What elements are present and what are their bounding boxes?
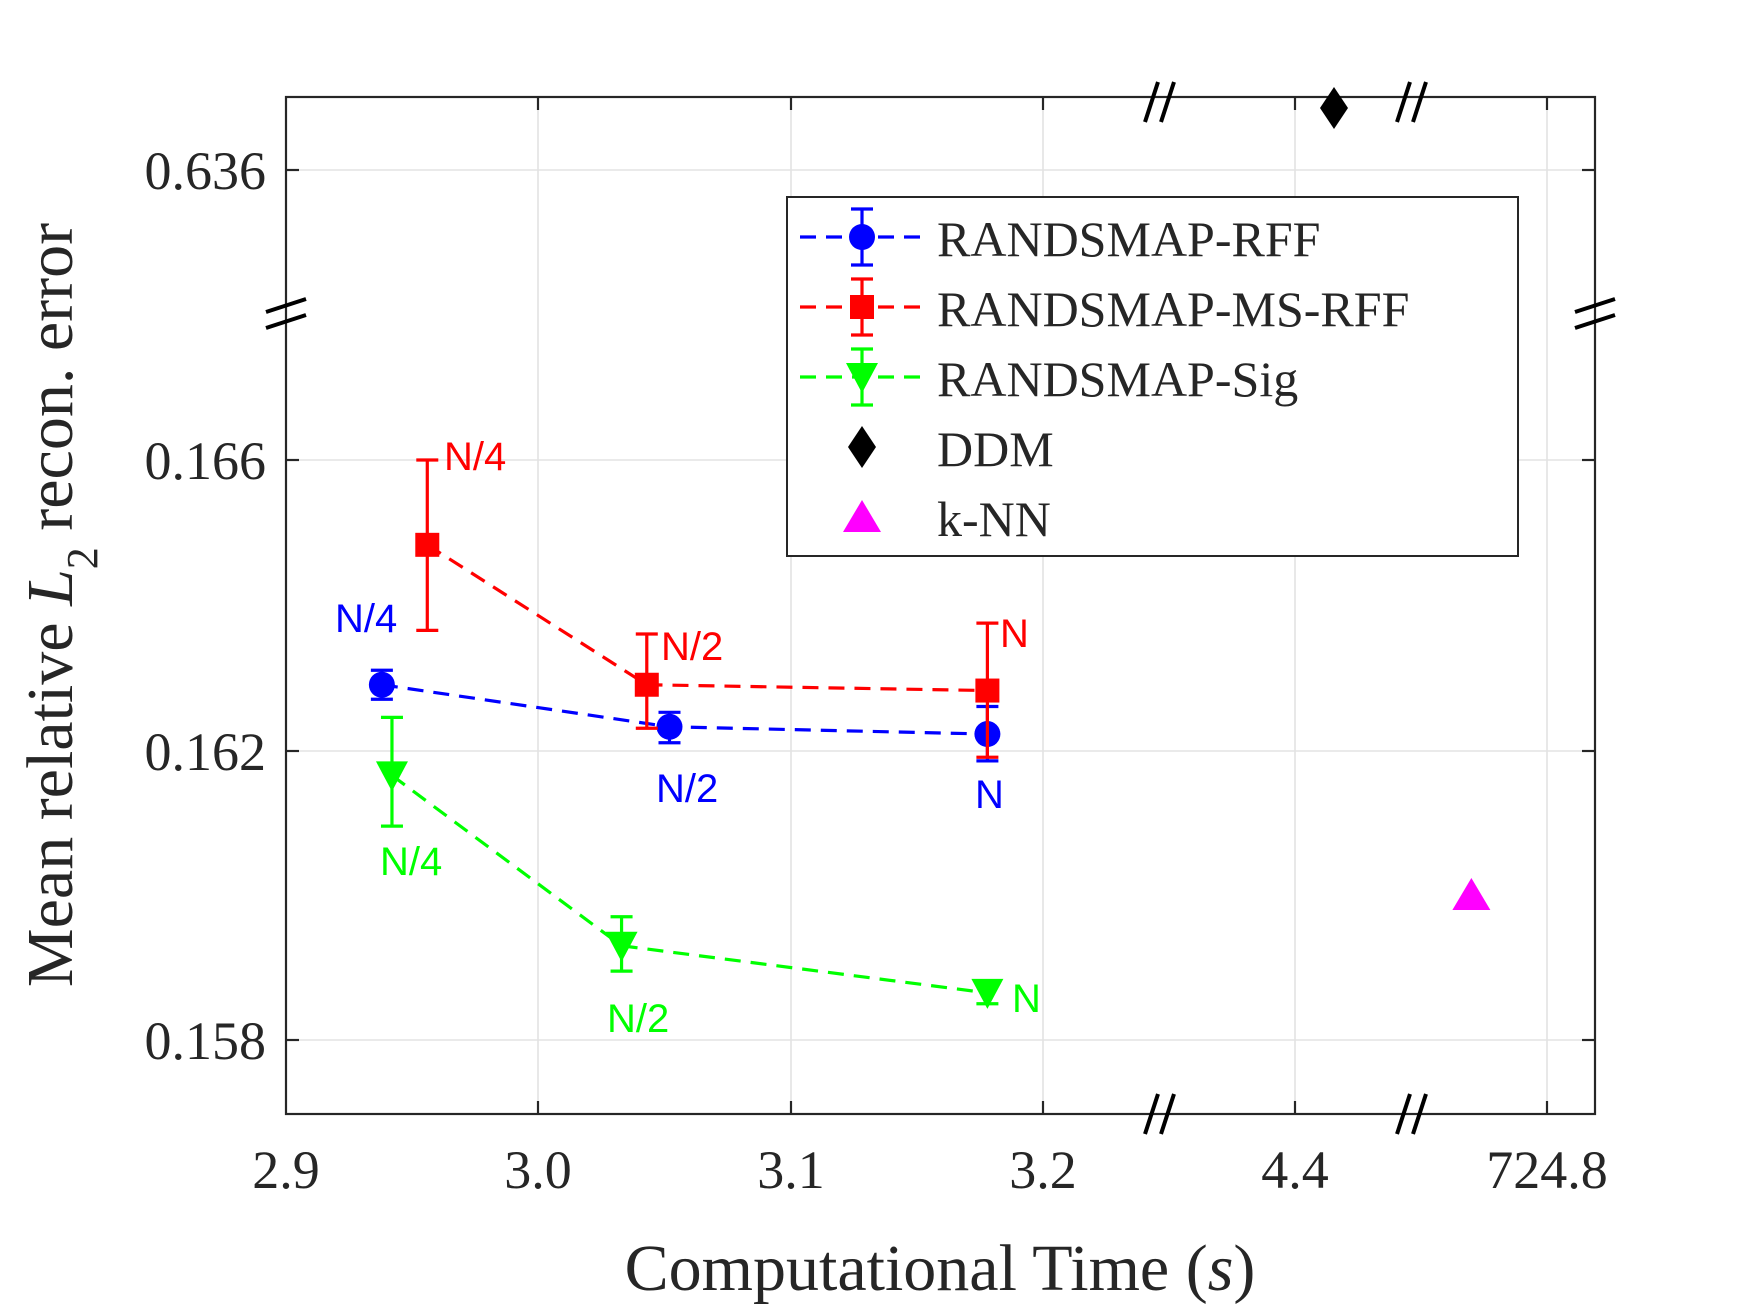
legend-glyph-msrff (800, 277, 925, 337)
legend-label-sig: RANDSMAP-Sig (937, 351, 1298, 407)
x-axis-title: Computational Time (s) (625, 1232, 1256, 1305)
x-tick-label: 2.9 (252, 1140, 320, 1200)
x-tick-label: 3.1 (757, 1140, 825, 1200)
annotation-rff-2: N (975, 773, 1004, 817)
y-break-mark-left (265, 297, 307, 330)
points-layer (1320, 87, 1491, 910)
axis-break-markers (265, 81, 1616, 1135)
y-axis-title-post: recon. error (14, 223, 87, 547)
x-tick-labels: 2.9 3.0 3.1 3.2 4.4 724.8 (252, 1140, 1608, 1200)
point-annotations: N/4 N/2 N N/4 N/2 N N/4 N/2 N (335, 435, 1041, 1041)
legend: RANDSMAP-RFF RANDSMAP-MS-RFF RANDSMAP-Si… (786, 196, 1519, 557)
legend-label-msrff: RANDSMAP-MS-RFF (937, 281, 1409, 337)
marker-sig-2 (971, 978, 1004, 1009)
annotation-sig-2: N (1012, 977, 1041, 1021)
legend-glyph-rff (800, 207, 925, 267)
y-axis-title: Mean relative L2 recon. error (14, 223, 107, 987)
x-tick-label: 3.0 (504, 1140, 572, 1200)
marker-k-nn (1452, 878, 1491, 910)
y-tick-labels: 0.158 0.162 0.166 0.636 (145, 141, 267, 1071)
series-layer (368, 458, 1004, 1009)
x-tick-label: 3.2 (1009, 1140, 1077, 1200)
marker-rff-0 (368, 671, 395, 698)
annotation-msrff-1: N/2 (661, 625, 723, 669)
y-axis-title-sub: 2 (58, 547, 107, 569)
legend-marker-sig (846, 363, 878, 393)
y-tick-label: 0.162 (145, 722, 267, 782)
annotation-sig-1: N/2 (607, 997, 669, 1041)
axis-ticks (286, 97, 1595, 1114)
marker-msrff-2 (975, 678, 1000, 703)
x-tick-label: 4.4 (1261, 1140, 1329, 1200)
y-tick-label: 0.158 (145, 1011, 267, 1071)
legend-marker-rff (849, 224, 875, 250)
annotation-rff-0: N/4 (335, 597, 397, 641)
x-break-mark-2-top (1395, 81, 1428, 123)
legend-label-ddm: DDM (937, 421, 1054, 477)
series-line-sig (391, 774, 988, 995)
y-break-mark-right (1574, 297, 1616, 330)
annotation-sig-0: N/4 (380, 840, 442, 884)
marker-msrff-0 (415, 532, 440, 557)
marker-sig-1 (605, 931, 638, 962)
x-tick-label: 724.8 (1486, 1140, 1608, 1200)
series-line-rff (381, 683, 988, 736)
y-tick-label: 0.636 (145, 141, 267, 201)
x-axis-title-unit: s (1208, 1232, 1234, 1305)
marker-msrff-1 (634, 672, 659, 697)
x-break-mark-2-bottom (1395, 1093, 1428, 1135)
annotation-msrff-0: N/4 (444, 435, 506, 479)
marker-ddm (1320, 87, 1348, 129)
x-axis-title-main: Computational Time ( (625, 1232, 1208, 1305)
series-sig (375, 715, 1004, 1009)
plot-frame (284, 95, 1597, 1116)
marker-rff-1 (656, 713, 683, 740)
legend-marker-ddm (848, 426, 876, 468)
annotation-rff-1: N/2 (656, 767, 718, 811)
marker-sig-0 (375, 761, 408, 792)
y-axis-title-pre: Mean relative (14, 606, 87, 987)
legend-label-rff: RANDSMAP-RFF (937, 211, 1320, 267)
y-axis-title-var: L (14, 569, 87, 607)
legend-marker-k-nn (843, 500, 881, 532)
annotation-msrff-2: N (1000, 612, 1029, 656)
legend-glyphs (800, 207, 925, 532)
x-axis-title-close: ) (1233, 1232, 1255, 1305)
x-break-mark-1-top (1143, 81, 1176, 123)
y-tick-label: 0.166 (145, 431, 267, 491)
legend-glyph-sig (800, 347, 925, 407)
x-break-mark-1-bottom (1143, 1093, 1176, 1135)
legend-marker-msrff (850, 295, 874, 319)
legend-label-knn: k-NN (937, 491, 1051, 547)
series-msrff (415, 458, 1000, 759)
